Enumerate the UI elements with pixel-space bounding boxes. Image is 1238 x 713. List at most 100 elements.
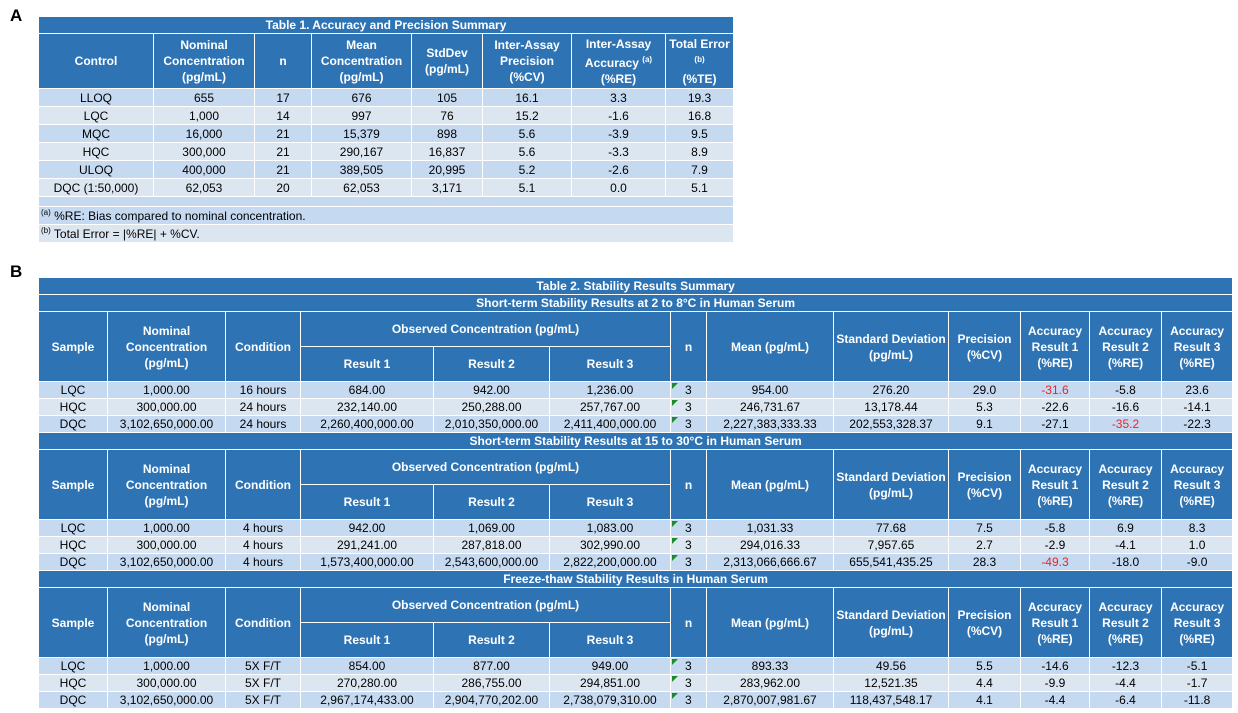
cell: 8.9	[664, 142, 735, 161]
cell: 12,521.35	[833, 674, 949, 692]
cell: HQC	[38, 674, 108, 692]
cell: 2,738,079,310.00	[549, 691, 671, 709]
cell: 16,000	[153, 124, 255, 143]
cell: -3.9	[571, 124, 666, 143]
sub-header: Result 3	[549, 484, 671, 520]
column-header: Nominal Concentration (pg/mL)	[107, 587, 226, 658]
cell: -22.3	[1160, 415, 1234, 433]
cell: 655,541,435.25	[833, 553, 949, 571]
cell: 2.7	[948, 536, 1021, 554]
cell: 676	[311, 88, 412, 107]
cell: 877.00	[433, 657, 550, 675]
cell: 3,171	[411, 178, 483, 197]
column-header: Accuracy Result 2 (%RE)	[1089, 311, 1162, 382]
cell: HQC	[38, 536, 108, 554]
column-header: Condition	[225, 587, 301, 658]
cell: 202,553,328.37	[833, 415, 949, 433]
cell: 655	[153, 88, 255, 107]
table-title: Table 1. Accuracy and Precision Summary	[37, 16, 735, 34]
cell: 29.0	[948, 381, 1021, 399]
cell: HQC	[38, 142, 154, 161]
column-header: Mean (pg/mL)	[706, 311, 834, 382]
cell: 246,731.67	[706, 398, 834, 416]
cell: DQC	[38, 415, 108, 433]
spacer	[37, 196, 735, 207]
cell: 49.56	[833, 657, 949, 675]
cell: LQC	[38, 519, 108, 537]
cell: 949.00	[549, 657, 671, 675]
cell: -35.2	[1089, 415, 1162, 433]
sub-header: Result 2	[433, 346, 550, 382]
cell: 21	[254, 142, 312, 161]
accuracy-table: Table 1. Accuracy and Precision Summary C…	[37, 16, 735, 243]
cell: ULOQ	[38, 160, 154, 179]
cell: 4.1	[948, 691, 1021, 709]
cell: 300,000.00	[107, 398, 226, 416]
cell: 276.20	[833, 381, 949, 399]
cell: -14.1	[1160, 398, 1234, 416]
cell: 1,031.33	[706, 519, 834, 537]
column-header: Accuracy Result 3 (%RE)	[1160, 449, 1234, 520]
cell: 942.00	[300, 519, 434, 537]
column-header: Accuracy Result 1 (%RE)	[1020, 311, 1090, 382]
cell: 15.2	[482, 106, 572, 125]
cell: 7.9	[664, 160, 735, 179]
cell: MQC	[38, 124, 154, 143]
footnote: (a) %RE: Bias compared to nominal concen…	[37, 206, 735, 225]
cell: -1.6	[571, 106, 666, 125]
column-header: Mean (pg/mL)	[706, 587, 834, 658]
cell: -5.1	[1160, 657, 1234, 675]
column-header: Standard Deviation (pg/mL)	[833, 311, 949, 382]
cell: 5X F/T	[225, 691, 301, 709]
cell: 302,990.00	[549, 536, 671, 554]
cell: 24 hours	[225, 415, 301, 433]
cell: 7,957.65	[833, 536, 949, 554]
data-row: LQC 1,000.00 16 hours 684.00 942.00 1,236.00 3…	[38, 381, 1234, 399]
cell: 7.5	[948, 519, 1021, 537]
cell: 23.6	[1160, 381, 1234, 399]
column-header: Precision (%CV)	[948, 449, 1021, 520]
cell: 2,227,383,333.33	[706, 415, 834, 433]
cell: 105	[411, 88, 483, 107]
section-title: Freeze-thaw Stability Results in Human S…	[37, 570, 1234, 588]
cell: 291,241.00	[300, 536, 434, 554]
cell: 942.00	[433, 381, 550, 399]
column-header: Nominal Concentration (pg/mL)	[107, 449, 226, 520]
cell: 2,904,770,202.00	[433, 691, 550, 709]
cell: 300,000.00	[107, 674, 226, 692]
cell: 5.6	[482, 142, 572, 161]
cell: -6.4	[1089, 691, 1162, 709]
cell: -22.6	[1020, 398, 1090, 416]
column-header: n	[670, 311, 707, 382]
data-row: HQC 300,000.00 24 hours 232,140.00 250,288.0…	[38, 398, 1234, 416]
footnote-row: (a) %RE: Bias compared to nominal concen…	[37, 206, 735, 225]
column-header: Inter-Assay Accuracy (a) (%RE)	[571, 33, 666, 89]
cell: 4 hours	[225, 553, 301, 571]
column-header: Total Error (b) (%TE)	[664, 33, 735, 89]
cell: 3	[670, 657, 707, 675]
header-row: Sample Nominal Concentration (pg/mL) Condi…	[38, 311, 1234, 382]
cell: 270,280.00	[300, 674, 434, 692]
footnote-row: (b) Total Error = |%RE| + %CV.	[37, 224, 735, 243]
column-header: Sample	[38, 449, 108, 520]
cell: -27.1	[1020, 415, 1090, 433]
column-header: Control	[38, 33, 154, 89]
cell: 898	[411, 124, 483, 143]
cell: 13,178.44	[833, 398, 949, 416]
cell: 2,822,200,000.00	[549, 553, 671, 571]
column-header: Standard Deviation (pg/mL)	[833, 449, 949, 520]
cell: 232,140.00	[300, 398, 434, 416]
cell: 1,083.00	[549, 519, 671, 537]
cell: 3,102,650,000.00	[107, 415, 226, 433]
cell: 287,818.00	[433, 536, 550, 554]
cell: 2,010,350,000.00	[433, 415, 550, 433]
cell: 3	[670, 553, 707, 571]
cell: 2,411,400,000.00	[549, 415, 671, 433]
cell: 3	[670, 519, 707, 537]
cell: 62,053	[153, 178, 255, 197]
cell: 16.8	[664, 106, 735, 125]
column-header: Precision (%CV)	[948, 587, 1021, 658]
cell: LLOQ	[38, 88, 154, 107]
cell: 16 hours	[225, 381, 301, 399]
cell: 14	[254, 106, 312, 125]
